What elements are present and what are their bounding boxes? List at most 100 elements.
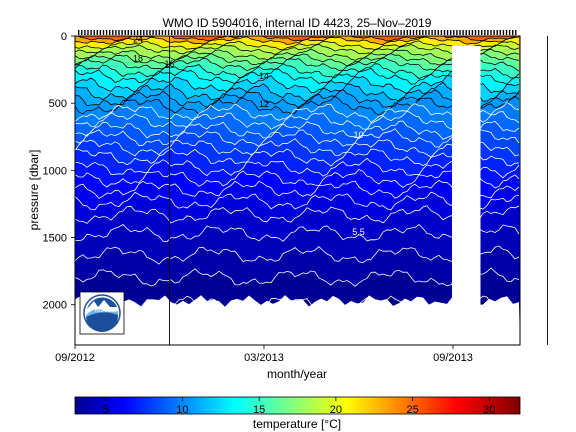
profile-tick	[515, 30, 517, 35]
profile-tick	[512, 30, 514, 35]
profile-tick	[130, 30, 133, 35]
isotherm-lines	[75, 36, 520, 315]
profile-tick	[112, 30, 114, 35]
profile-tick	[109, 30, 111, 35]
colorbar-tick-label: 20	[330, 404, 342, 416]
profile-tick	[291, 30, 294, 35]
profile-tick	[329, 30, 331, 35]
profile-tick	[490, 30, 492, 35]
profile-tick	[90, 30, 92, 35]
profile-tick	[403, 30, 405, 35]
profile-tick	[186, 30, 188, 35]
profile-tick	[369, 30, 371, 35]
profile-tick	[388, 30, 390, 35]
profile-tick	[202, 30, 204, 35]
profile-tick	[487, 30, 489, 35]
profile-tick	[335, 30, 337, 35]
profile-tick	[406, 30, 408, 35]
profile-tick	[298, 30, 300, 35]
profile-tick	[493, 30, 495, 35]
chart-title: WMO ID 5904016, internal ID 4423, 25–Nov…	[163, 16, 432, 30]
profile-tick	[152, 30, 154, 35]
profile-tick	[505, 30, 508, 35]
profile-tick	[155, 30, 157, 35]
colorbar-tick-label: 25	[406, 404, 418, 416]
profile-tick	[425, 30, 427, 35]
profile-tick	[499, 30, 501, 35]
profile-tick	[214, 30, 216, 35]
profile-tick	[198, 30, 201, 35]
profile-tick	[350, 30, 353, 35]
vertical-markers	[169, 36, 548, 345]
profile-tick	[174, 30, 176, 35]
profile-tick	[465, 30, 467, 35]
profile-tick	[347, 30, 350, 35]
profile-tick	[270, 30, 272, 35]
profile-tick	[81, 30, 83, 35]
profile-tick	[481, 30, 483, 35]
y-axis: 0 500 1000 1500 2000	[43, 31, 75, 312]
profile-tick	[260, 30, 263, 35]
profile-tick	[236, 30, 238, 35]
profile-tick	[428, 30, 430, 35]
profile-tick	[257, 30, 260, 35]
profile-tick	[474, 30, 477, 35]
profile-tick	[450, 30, 452, 35]
profile-tick	[273, 30, 275, 35]
profile-tick	[205, 30, 207, 35]
profile-tick	[208, 30, 210, 35]
profile-tick	[381, 30, 384, 35]
x-tick-label: 09/2012	[55, 352, 95, 364]
profile-tick	[446, 30, 449, 35]
profile-tick	[378, 30, 381, 35]
profile-tick	[180, 30, 182, 35]
y-tick-label: 500	[49, 98, 67, 110]
profile-tick	[437, 30, 439, 35]
profile-tick	[140, 30, 142, 35]
profile-tick	[285, 30, 288, 35]
profile-tick	[167, 30, 170, 35]
profile-tick	[462, 30, 464, 35]
profile-tick	[105, 30, 108, 35]
profile-tick	[242, 30, 244, 35]
profile-tick	[183, 30, 185, 35]
colorbar-tick-label: 15	[253, 404, 265, 416]
profile-tick	[239, 30, 241, 35]
profile-tick	[276, 30, 278, 35]
profile-tick	[412, 30, 415, 35]
profile-tick	[301, 30, 303, 35]
profile-tick	[282, 30, 284, 35]
profile-tick	[419, 30, 421, 35]
y-axis-label: pressure [dbar]	[27, 150, 41, 231]
profile-tick	[415, 30, 418, 35]
profile-tick	[326, 30, 328, 35]
x-tick-label: 03/2013	[244, 352, 284, 364]
y-tick-label: 0	[61, 31, 67, 43]
profile-tick	[508, 30, 511, 35]
profile-tick	[164, 30, 167, 35]
profile-tick	[177, 30, 179, 35]
y-tick-label: 2000	[43, 300, 67, 312]
profile-tick	[78, 30, 80, 35]
profile-tick	[459, 30, 461, 35]
profile-tick	[440, 30, 443, 35]
profile-tick	[233, 30, 235, 35]
profile-tick	[195, 30, 198, 35]
profile-tick	[316, 30, 319, 35]
profile-tick	[366, 30, 368, 35]
profile-bottom-edge	[75, 295, 520, 345]
contour-label: 16	[164, 59, 174, 69]
profile-tick	[304, 30, 306, 35]
profile-tick	[372, 30, 374, 35]
profile-tick	[118, 30, 120, 35]
profile-tick	[161, 30, 164, 35]
profile-tick	[400, 30, 402, 35]
profile-tick	[158, 30, 160, 35]
profile-tick	[248, 30, 250, 35]
profile-tick	[496, 30, 498, 35]
profile-tick	[332, 30, 334, 35]
profile-tick	[211, 30, 213, 35]
colorbar-tick-label: 10	[176, 404, 188, 416]
